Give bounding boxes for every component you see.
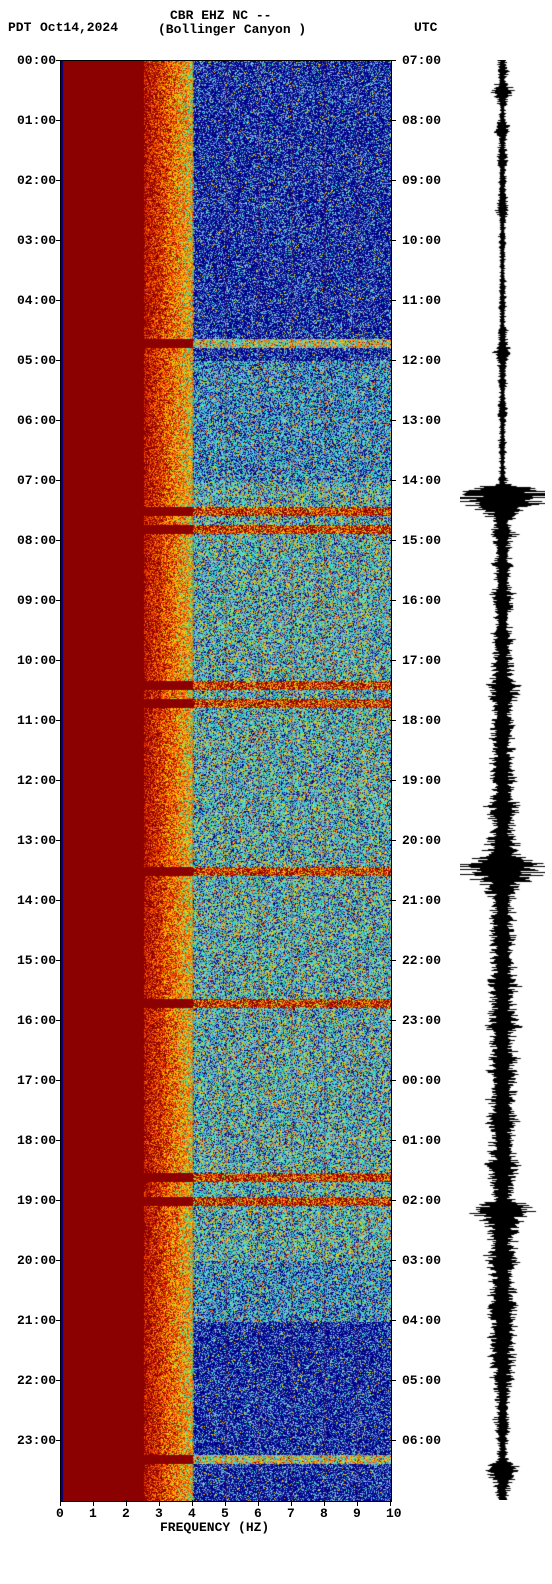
- right-time-tick: 11:00: [402, 293, 441, 308]
- spectrogram-canvas: [60, 60, 392, 1502]
- left-time-tick: 03:00: [17, 233, 56, 248]
- left-time-tick: 21:00: [17, 1313, 56, 1328]
- left-time-tick: 06:00: [17, 413, 56, 428]
- left-time-tick: 10:00: [17, 653, 56, 668]
- right-time-tick: 02:00: [402, 1193, 441, 1208]
- right-time-tick: 15:00: [402, 533, 441, 548]
- right-time-tick: 09:00: [402, 173, 441, 188]
- left-time-tick: 00:00: [17, 53, 56, 68]
- right-time-tick: 20:00: [402, 833, 441, 848]
- station-line1: CBR EHZ NC --: [170, 8, 271, 23]
- freq-tick: 9: [353, 1506, 361, 1521]
- left-time-tick: 08:00: [17, 533, 56, 548]
- right-time-tick: 19:00: [402, 773, 441, 788]
- x-axis-label: FREQUENCY (HZ): [160, 1520, 269, 1535]
- right-time-tick: 22:00: [402, 953, 441, 968]
- left-time-tick: 11:00: [17, 713, 56, 728]
- left-time-tick: 04:00: [17, 293, 56, 308]
- freq-tick: 10: [386, 1506, 402, 1521]
- freq-tick: 8: [320, 1506, 328, 1521]
- right-time-tick: 10:00: [402, 233, 441, 248]
- freq-tick: 0: [56, 1506, 64, 1521]
- left-time-tick: 19:00: [17, 1193, 56, 1208]
- left-time-tick: 16:00: [17, 1013, 56, 1028]
- right-time-tick: 14:00: [402, 473, 441, 488]
- right-time-tick: 08:00: [402, 113, 441, 128]
- left-time-tick: 18:00: [17, 1133, 56, 1148]
- left-time-tick: 15:00: [17, 953, 56, 968]
- left-time-tick: 02:00: [17, 173, 56, 188]
- seismogram-canvas: [460, 60, 545, 1500]
- freq-tick: 1: [89, 1506, 97, 1521]
- right-time-tick: 03:00: [402, 1253, 441, 1268]
- right-time-tick: 04:00: [402, 1313, 441, 1328]
- right-time-tick: 00:00: [402, 1073, 441, 1088]
- left-time-tick: 12:00: [17, 773, 56, 788]
- date-label: Oct14,2024: [40, 20, 118, 35]
- left-tz-label: PDT: [8, 20, 31, 35]
- right-time-tick: 07:00: [402, 53, 441, 68]
- station-line2: (Bollinger Canyon ): [158, 22, 306, 37]
- right-time-tick: 12:00: [402, 353, 441, 368]
- right-time-tick: 18:00: [402, 713, 441, 728]
- freq-tick: 3: [155, 1506, 163, 1521]
- freq-tick: 2: [122, 1506, 130, 1521]
- left-time-tick: 07:00: [17, 473, 56, 488]
- freq-tick: 7: [287, 1506, 295, 1521]
- freq-tick: 6: [254, 1506, 262, 1521]
- right-time-tick: 23:00: [402, 1013, 441, 1028]
- right-time-tick: 21:00: [402, 893, 441, 908]
- left-time-tick: 09:00: [17, 593, 56, 608]
- right-time-tick: 16:00: [402, 593, 441, 608]
- freq-tick: 5: [221, 1506, 229, 1521]
- right-time-tick: 05:00: [402, 1373, 441, 1388]
- left-time-tick: 17:00: [17, 1073, 56, 1088]
- right-time-tick: 13:00: [402, 413, 441, 428]
- left-time-tick: 14:00: [17, 893, 56, 908]
- right-time-tick: 06:00: [402, 1433, 441, 1448]
- freq-tick: 4: [188, 1506, 196, 1521]
- left-time-tick: 20:00: [17, 1253, 56, 1268]
- right-time-tick: 01:00: [402, 1133, 441, 1148]
- left-time-tick: 01:00: [17, 113, 56, 128]
- left-time-tick: 05:00: [17, 353, 56, 368]
- right-time-tick: 17:00: [402, 653, 441, 668]
- left-time-tick: 13:00: [17, 833, 56, 848]
- left-time-tick: 23:00: [17, 1433, 56, 1448]
- left-time-tick: 22:00: [17, 1373, 56, 1388]
- right-tz-label: UTC: [414, 20, 437, 35]
